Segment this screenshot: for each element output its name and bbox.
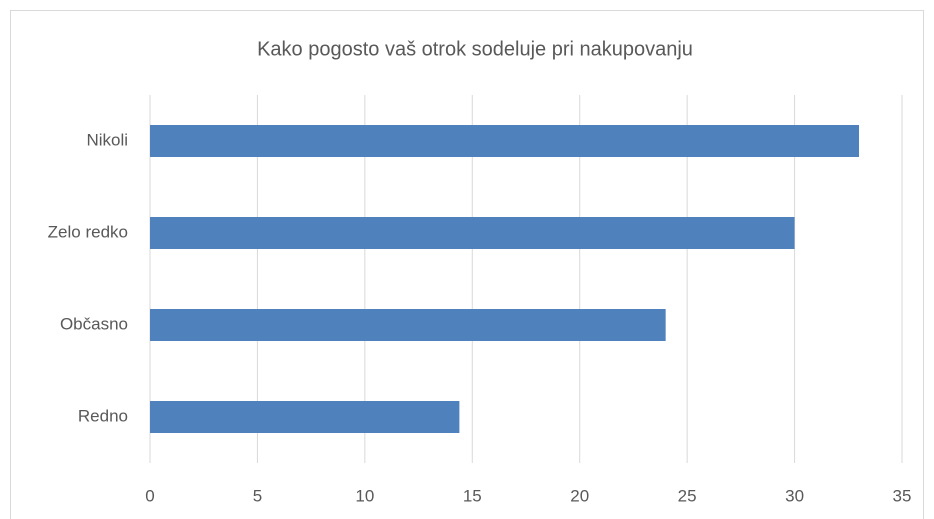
x-tick-label: 30	[785, 486, 804, 505]
y-tick-label: Redno	[78, 406, 128, 425]
x-tick-label: 35	[893, 486, 912, 505]
x-tick-label: 0	[145, 486, 154, 505]
x-tick-label: 25	[678, 486, 697, 505]
bar	[150, 309, 666, 341]
x-tick-label: 5	[253, 486, 262, 505]
y-tick-label: Občasno	[60, 314, 128, 333]
x-tick-label: 20	[570, 486, 589, 505]
bar	[150, 217, 795, 249]
x-tick-label: 10	[355, 486, 374, 505]
y-tick-label: Zelo redko	[48, 222, 128, 241]
y-tick-label: Nikoli	[86, 130, 128, 149]
bar	[150, 401, 460, 433]
bar	[150, 125, 860, 157]
x-tick-label: 15	[463, 486, 482, 505]
chart-border	[10, 10, 924, 519]
chart-title: Kako pogosto vaš otrok sodeluje pri naku…	[257, 38, 693, 60]
